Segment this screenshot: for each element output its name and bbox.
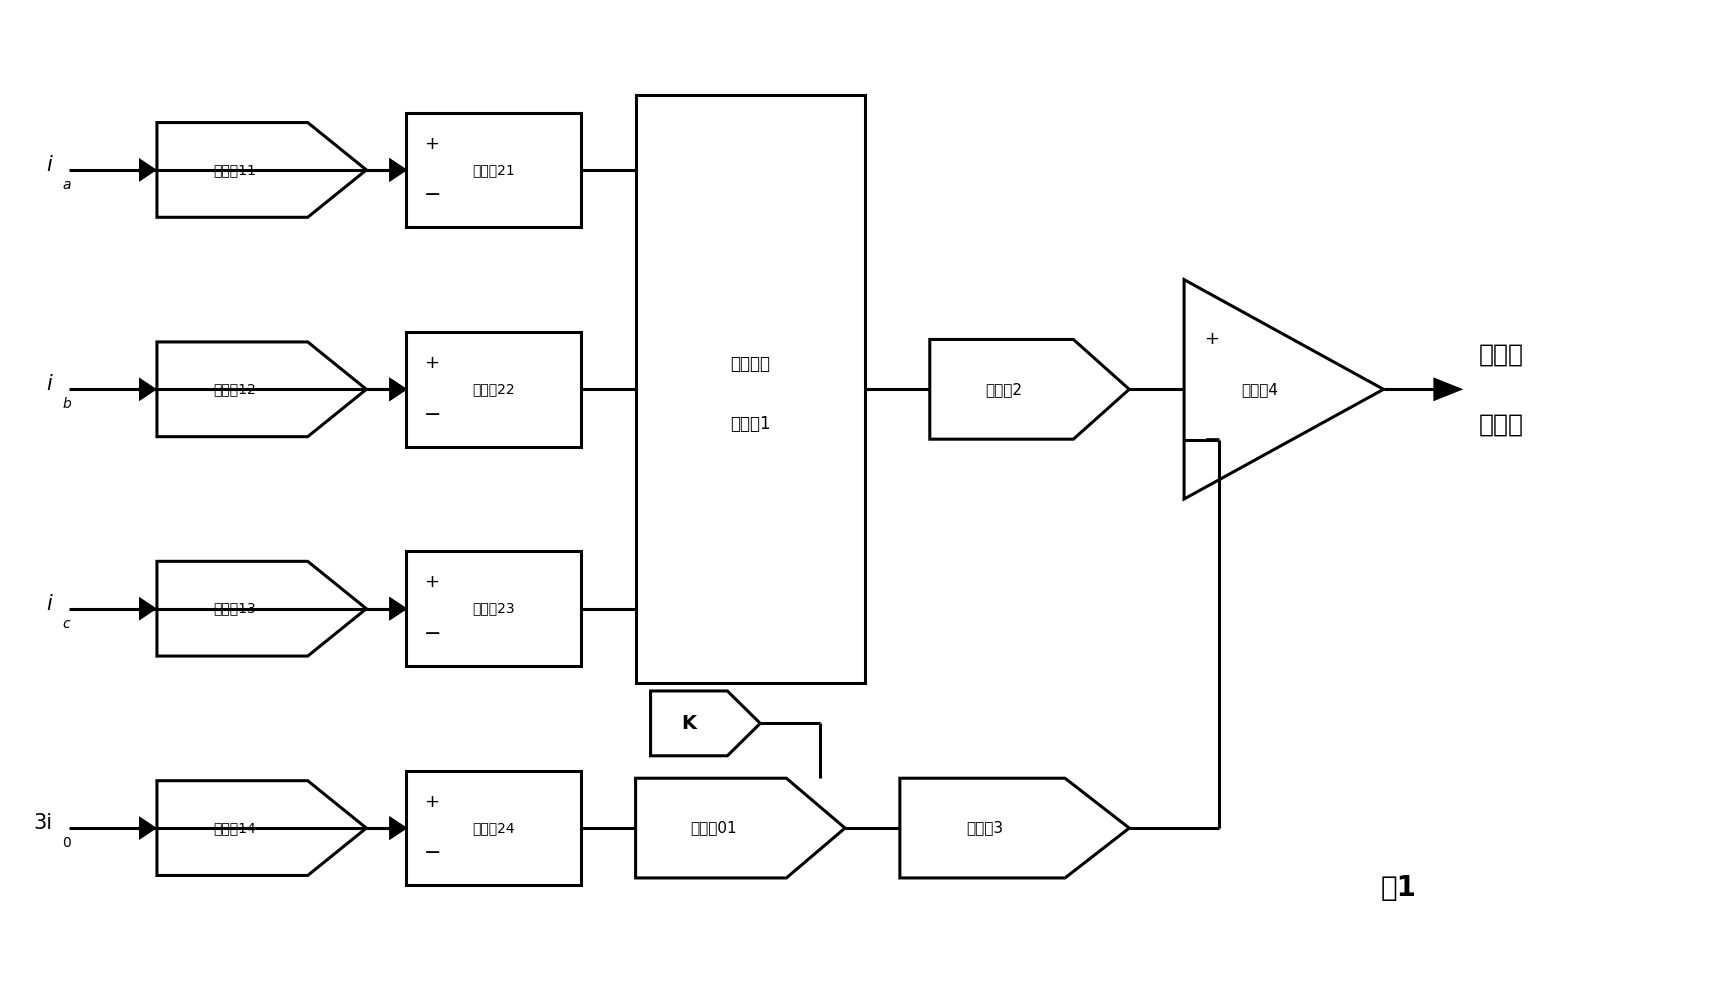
- Text: 滤过全1: 滤过全1: [730, 416, 771, 434]
- Polygon shape: [138, 596, 157, 620]
- Polygon shape: [138, 816, 157, 840]
- Text: +: +: [424, 354, 439, 372]
- Text: −: −: [1205, 430, 1222, 450]
- Polygon shape: [1184, 280, 1384, 500]
- Bar: [407, 771, 581, 885]
- Text: i: i: [46, 375, 53, 395]
- Text: +: +: [1205, 330, 1219, 348]
- Text: −: −: [424, 186, 441, 206]
- Polygon shape: [157, 123, 366, 218]
- Text: 动信号: 动信号: [1478, 413, 1523, 437]
- Bar: [407, 551, 581, 666]
- Polygon shape: [138, 378, 157, 402]
- Bar: [407, 113, 581, 227]
- Text: +: +: [424, 135, 439, 153]
- Polygon shape: [1434, 378, 1463, 402]
- Text: 三相制: 三相制: [1478, 343, 1523, 367]
- Polygon shape: [651, 691, 761, 756]
- Polygon shape: [390, 816, 407, 840]
- Text: 基波正序: 基波正序: [730, 356, 771, 374]
- Text: 0: 0: [62, 836, 72, 850]
- Text: i: i: [46, 155, 53, 175]
- Text: −: −: [424, 405, 441, 425]
- Polygon shape: [390, 816, 407, 840]
- Polygon shape: [390, 596, 407, 620]
- Text: 图1: 图1: [1381, 874, 1417, 902]
- Text: b: b: [62, 398, 72, 412]
- Text: 乘法器3: 乘法器3: [966, 820, 1003, 835]
- Text: 比较器4: 比较器4: [1241, 382, 1278, 397]
- Polygon shape: [636, 778, 844, 878]
- Polygon shape: [390, 158, 407, 182]
- Polygon shape: [157, 342, 366, 437]
- Text: 减法全24: 减法全24: [472, 821, 514, 835]
- Polygon shape: [930, 340, 1130, 440]
- Polygon shape: [390, 596, 407, 620]
- Text: 记忆全13: 记忆全13: [214, 601, 256, 615]
- Polygon shape: [390, 378, 407, 402]
- Text: 记忆全12: 记忆全12: [214, 383, 256, 397]
- Polygon shape: [157, 561, 366, 656]
- Text: 减法全23: 减法全23: [472, 601, 514, 615]
- Text: −: −: [424, 843, 441, 863]
- Text: 滤波器2: 滤波器2: [984, 382, 1022, 397]
- Text: 记忆全11: 记忆全11: [214, 163, 256, 177]
- Text: 记忆全14: 记忆全14: [214, 821, 256, 835]
- Polygon shape: [157, 780, 366, 875]
- Text: a: a: [62, 178, 70, 192]
- Text: −: −: [424, 624, 441, 644]
- Text: +: +: [424, 573, 439, 591]
- Text: 3i: 3i: [32, 813, 53, 833]
- Bar: [636, 95, 865, 683]
- Text: 减法全21: 减法全21: [472, 163, 514, 177]
- Polygon shape: [390, 158, 407, 182]
- Polygon shape: [390, 378, 407, 402]
- Text: +: +: [424, 792, 439, 810]
- Bar: [407, 332, 581, 447]
- Text: i: i: [46, 593, 53, 613]
- Polygon shape: [138, 158, 157, 182]
- Text: K: K: [682, 714, 697, 733]
- Polygon shape: [901, 778, 1130, 878]
- Text: c: c: [62, 616, 70, 630]
- Text: 滤波全01: 滤波全01: [690, 820, 737, 835]
- Text: 减法全22: 减法全22: [472, 383, 514, 397]
